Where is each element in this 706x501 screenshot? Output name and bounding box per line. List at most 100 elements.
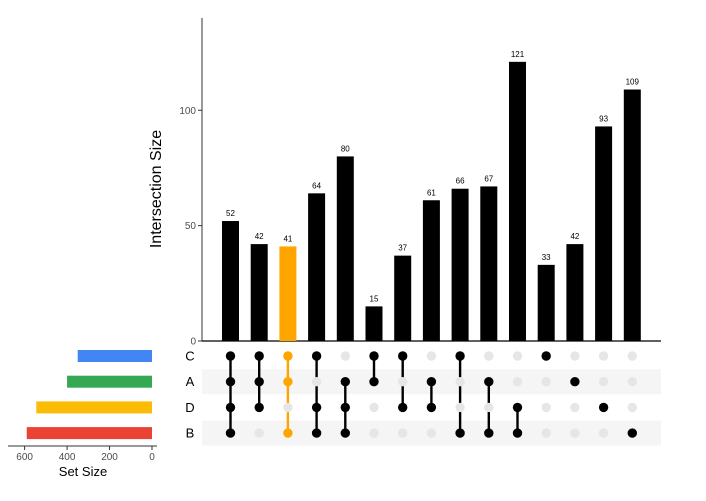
intersection-bar [308, 193, 326, 341]
intersection-bar [566, 244, 584, 341]
matrix-dot-active [484, 428, 494, 438]
intersection-bar [480, 186, 498, 341]
matrix-dot-active [455, 428, 465, 438]
matrix-dot-active [225, 402, 236, 413]
matrix-dot-inactive [398, 428, 408, 438]
matrix-dot-inactive [598, 351, 609, 361]
set-size-bars [26, 350, 152, 440]
set-size-axis-title: Set Size [59, 464, 107, 479]
matrix-dot-active [311, 351, 322, 361]
y-tick-label: 100 [179, 106, 196, 117]
matrix-dot-inactive [512, 351, 523, 361]
set-label-c: C [185, 349, 194, 364]
matrix-dot-inactive [627, 402, 637, 413]
matrix-dot-active [225, 351, 236, 361]
intersection-bar [336, 156, 354, 341]
matrix-dot-inactive [570, 402, 580, 413]
matrix-dot-inactive [484, 402, 494, 413]
matrix-dot-inactive [455, 377, 465, 387]
matrix-dot-inactive [484, 351, 494, 361]
intersection-bar [279, 246, 297, 341]
intersection-bars [222, 61, 641, 342]
intersection-bar-label: 109 [626, 78, 640, 87]
matrix-dot-inactive [254, 428, 264, 438]
matrix-dot-inactive [398, 377, 408, 387]
matrix-dot-inactive [627, 351, 637, 361]
set-size-bar-d [36, 401, 152, 414]
matrix-dot-active [426, 402, 437, 413]
matrix-dot-inactive [369, 428, 379, 438]
matrix-dot-active [398, 351, 408, 361]
y-tick-label: 0 [190, 337, 196, 348]
matrix-dot-active [541, 351, 551, 361]
matrix-dot-inactive [541, 377, 551, 387]
matrix-dot-active [484, 377, 494, 387]
matrix-dot-active [512, 402, 523, 413]
matrix-dot-active [570, 377, 580, 387]
intersection-bar-label: 64 [312, 181, 321, 190]
matrix-dot-inactive [426, 351, 437, 361]
matrix-dot-inactive [570, 428, 580, 438]
matrix-dot-active [311, 428, 322, 438]
set-label-d: D [185, 400, 194, 415]
matrix-dot-active [512, 428, 523, 438]
matrix-dot-inactive [627, 377, 637, 387]
intersection-bar-label: 93 [599, 114, 608, 123]
intersection-bar [222, 221, 239, 341]
matrix-dot-inactive [598, 377, 609, 387]
intersection-bar-label: 42 [255, 232, 264, 241]
set-size-tick-label: 200 [101, 452, 118, 463]
intersection-bar-label: 42 [570, 232, 579, 241]
intersection-bar [537, 264, 555, 341]
intersection-bar-label: 37 [398, 244, 407, 253]
intersection-bar-label: 41 [283, 234, 292, 243]
set-size-axis: 600 400 200 0 Set Size [8, 445, 157, 479]
matrix-dot-inactive [512, 377, 523, 387]
intersection-bar-label: 80 [341, 144, 350, 153]
matrix-dot-active [225, 377, 236, 387]
matrix-dot-inactive [369, 402, 379, 413]
intersection-bar-labels: 52 42 41 64 80 15 37 61 66 67 121 33 42 93 109 [226, 50, 639, 304]
set-size-bar-c [77, 350, 152, 362]
matrix-dot-active [340, 402, 350, 413]
matrix-dot-inactive [455, 402, 465, 413]
set-size-tick-label: 0 [149, 452, 155, 463]
matrix-dot-active [369, 377, 379, 387]
intersection-matrix [225, 351, 637, 438]
matrix-dot-active [254, 351, 264, 361]
intersection-bar [250, 244, 268, 341]
intersection-bar [623, 89, 641, 342]
intersection-bar [509, 61, 526, 341]
intersection-bar [394, 255, 412, 341]
matrix-dot-inactive [426, 428, 437, 438]
matrix-dot-active [340, 428, 350, 438]
intersection-size-axis: 0 50 100 Intersection Size [148, 18, 661, 348]
intersection-bar [595, 126, 613, 341]
matrix-dot-active [283, 377, 293, 387]
matrix-dot-active [311, 402, 322, 413]
matrix-dot-active [254, 402, 264, 413]
matrix-dot-inactive [541, 428, 551, 438]
set-label-b: B [186, 426, 195, 441]
matrix-dot-inactive [541, 402, 551, 413]
set-size-tick-label: 400 [59, 452, 76, 463]
set-size-tick-label: 600 [16, 452, 33, 463]
matrix-dot-inactive [311, 377, 322, 387]
intersection-bar-label: 52 [226, 209, 235, 218]
matrix-dot-active [398, 402, 408, 413]
matrix-dot-inactive [340, 351, 350, 361]
matrix-dot-active [426, 377, 437, 387]
matrix-dot-inactive [283, 402, 293, 413]
matrix-dot-active [369, 351, 379, 361]
intersection-bar-label: 66 [456, 177, 465, 186]
set-size-bar-a [67, 375, 152, 388]
intersection-bar-label: 33 [542, 253, 551, 262]
matrix-dot-active [283, 428, 293, 438]
intersection-bar-label: 121 [511, 50, 525, 59]
intersection-bar [422, 200, 440, 341]
intersection-bar-label: 61 [427, 188, 436, 197]
intersection-bar [365, 306, 383, 341]
set-size-bar-b [26, 427, 152, 440]
matrix-dot-active [225, 428, 236, 438]
